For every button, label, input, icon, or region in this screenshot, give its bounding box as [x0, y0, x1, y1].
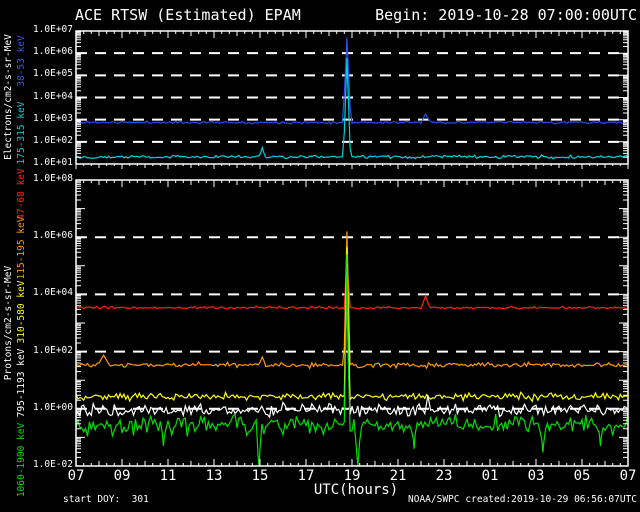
x-axis-label: UTC(hours) [313, 482, 399, 498]
x-tick-label: 03 [527, 468, 545, 484]
trace-47-68keV [75, 250, 629, 311]
plot-title: ACE RTSW (Estimated) EPAM [75, 6, 301, 24]
legend-electrons-1: 175-315 keV [15, 101, 27, 165]
legend-protons-3: 795-1193 keV [15, 348, 27, 418]
x-tick-label: 07 [619, 468, 637, 484]
y-tick-label: 1.0E+06 [32, 230, 73, 242]
y-tick-label: 1.0E+00 [32, 401, 73, 413]
y-tick-label: 1.0E+04 [32, 287, 73, 299]
y-tick-label: 1.0E-02 [32, 459, 73, 470]
y-tick-label: 1.0E+06 [32, 46, 73, 58]
x-tick-label: 19 [343, 468, 361, 484]
trace-310-580keV [75, 247, 629, 403]
y-tick-label: 1.0E+01 [32, 157, 73, 168]
start-doy-label: start DOY: 301 [63, 494, 149, 505]
credit-label: NOAA/SWPC [408, 494, 460, 505]
x-tick-label: 17 [297, 468, 315, 484]
x-tick-label: 13 [205, 468, 223, 484]
legend-protons-4: 1060-1900 keV [15, 422, 27, 498]
x-tick-label: 15 [251, 468, 269, 484]
legend-protons-0: 47-68 keV [15, 168, 27, 220]
created-timestamp: created:2019-10-29 06:56:07UTC [465, 494, 637, 505]
x-tick-label: 07 [67, 468, 85, 484]
x-tick-label: 05 [573, 468, 591, 484]
begin-timestamp: Begin: 2019-10-28 07:00:00UTC [375, 6, 637, 24]
trace-795-1193keV [75, 263, 629, 419]
y-tick-label: 1.0E+05 [32, 68, 73, 80]
y-tick-label: 1.0E+03 [32, 112, 73, 124]
x-tick-label: 01 [481, 468, 499, 484]
trace-175-315keV [75, 58, 629, 160]
x-tick-label: 09 [113, 468, 131, 484]
y-tick-label: 1.0E+04 [32, 90, 73, 102]
legend-protons-1: 115-195 keV [15, 216, 27, 280]
protons-axis-label: Protons/cm2-s-sr-MeV [2, 265, 14, 381]
y-tick-label: 1.0E+07 [32, 24, 73, 35]
trace-1060-1900keV [75, 254, 629, 467]
y-tick-label: 1.0E+02 [32, 344, 73, 356]
y-tick-label: 1.0E+02 [32, 134, 73, 146]
x-tick-label: 23 [435, 468, 453, 484]
trace-38-53keV [75, 37, 629, 126]
legend-protons-2: 310-580 keV [15, 280, 27, 344]
electrons-axis-label: Electrons/cm2-s-sr-MeV [2, 34, 14, 160]
x-tick-label: 11 [159, 468, 177, 484]
x-tick-label: 21 [389, 468, 407, 484]
legend-electrons-0: 38-53 keV [15, 35, 27, 87]
y-tick-label: 1.0E+08 [32, 173, 73, 184]
trace-115-195keV [75, 231, 629, 370]
